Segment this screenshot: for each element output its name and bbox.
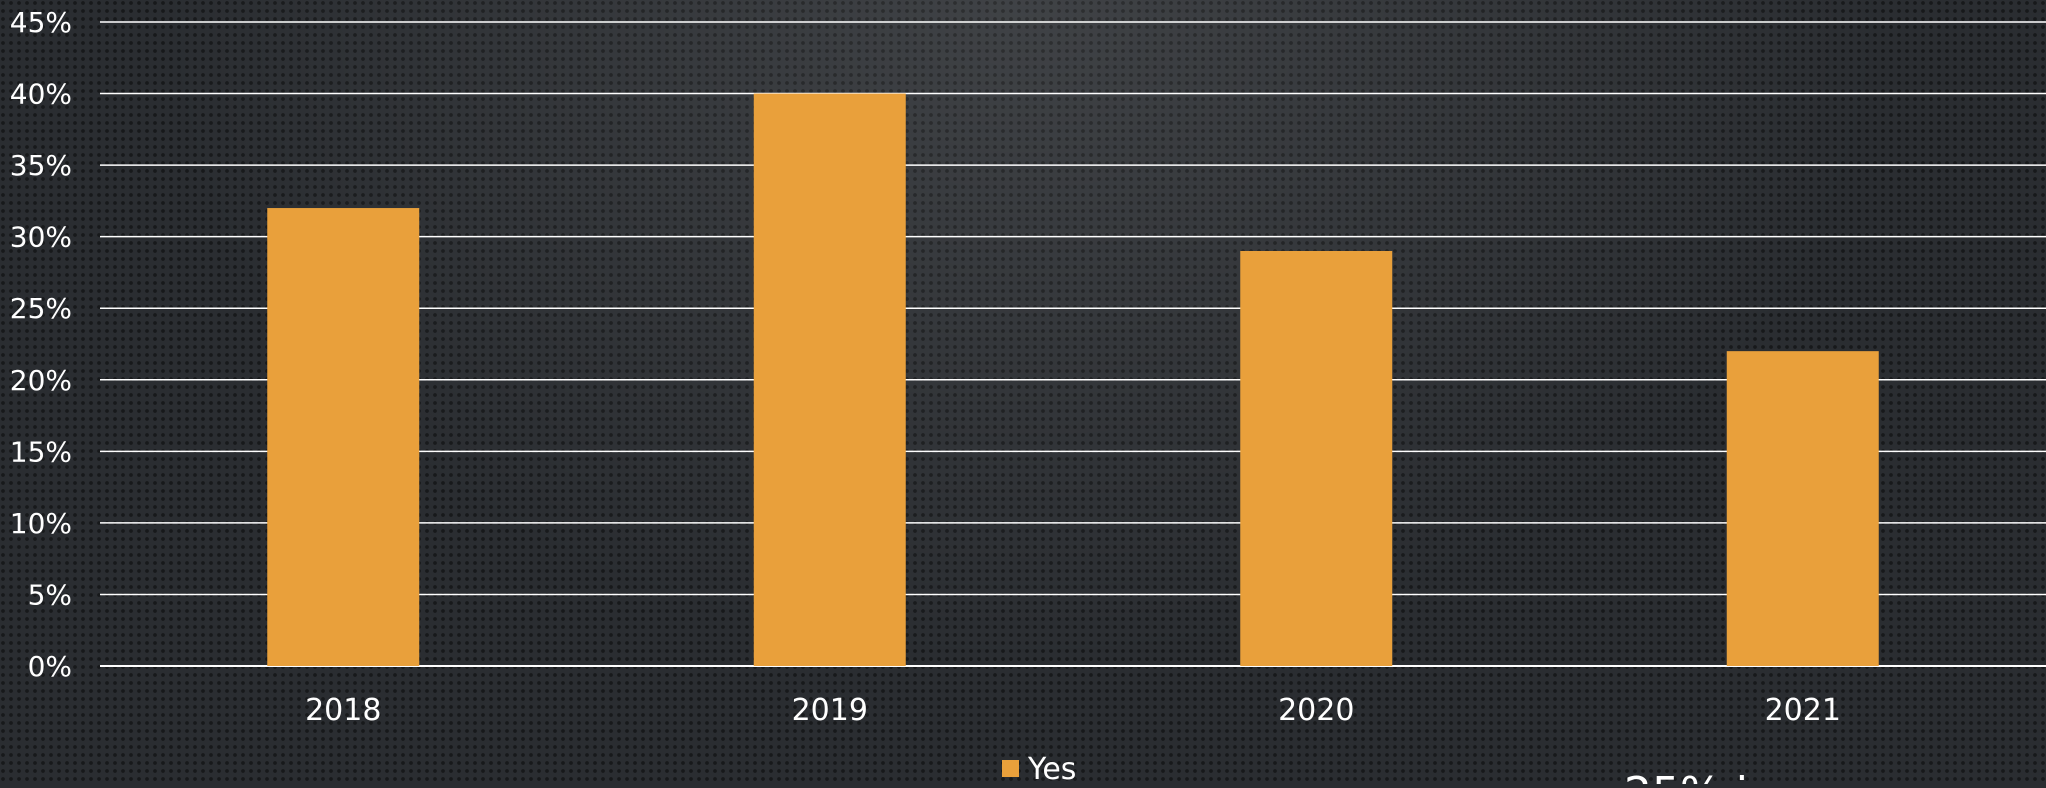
y-tick-label: 10% bbox=[10, 507, 72, 540]
x-axis-ticks: 2018 2019 2020 2021 bbox=[305, 693, 1841, 728]
x-tick-label: 2021 bbox=[1765, 693, 1841, 728]
bar-2021 bbox=[1726, 351, 1879, 666]
y-tick-label: 35% bbox=[10, 149, 72, 182]
bar-2019 bbox=[753, 93, 906, 667]
y-tick-label: 15% bbox=[10, 435, 72, 468]
x-tick-label: 2019 bbox=[792, 693, 868, 728]
bar-2018 bbox=[267, 208, 420, 667]
legend-swatch-yes bbox=[1002, 760, 1019, 777]
y-tick-label: 20% bbox=[10, 364, 72, 397]
legend: Yes bbox=[1002, 752, 1076, 787]
y-axis-ticks: 0% 5% 10% 15% 20% 25% 30% 35% 40% 45% bbox=[10, 6, 72, 683]
y-tick-label: 45% bbox=[10, 6, 72, 39]
y-tick-label: 30% bbox=[10, 221, 72, 254]
bars bbox=[267, 93, 1879, 667]
bar-2020 bbox=[1240, 250, 1393, 666]
legend-label-yes: Yes bbox=[1027, 752, 1076, 784]
x-tick-label: 2020 bbox=[1278, 693, 1354, 728]
x-tick-label: 2018 bbox=[305, 693, 381, 728]
gridlines bbox=[100, 21, 2046, 667]
y-tick-label: 25% bbox=[10, 292, 72, 325]
y-tick-label: 5% bbox=[28, 578, 72, 611]
y-tick-label: 0% bbox=[28, 650, 72, 683]
y-tick-label: 40% bbox=[10, 78, 72, 111]
partial-annotation-text: 25% i bbox=[1624, 768, 1748, 784]
